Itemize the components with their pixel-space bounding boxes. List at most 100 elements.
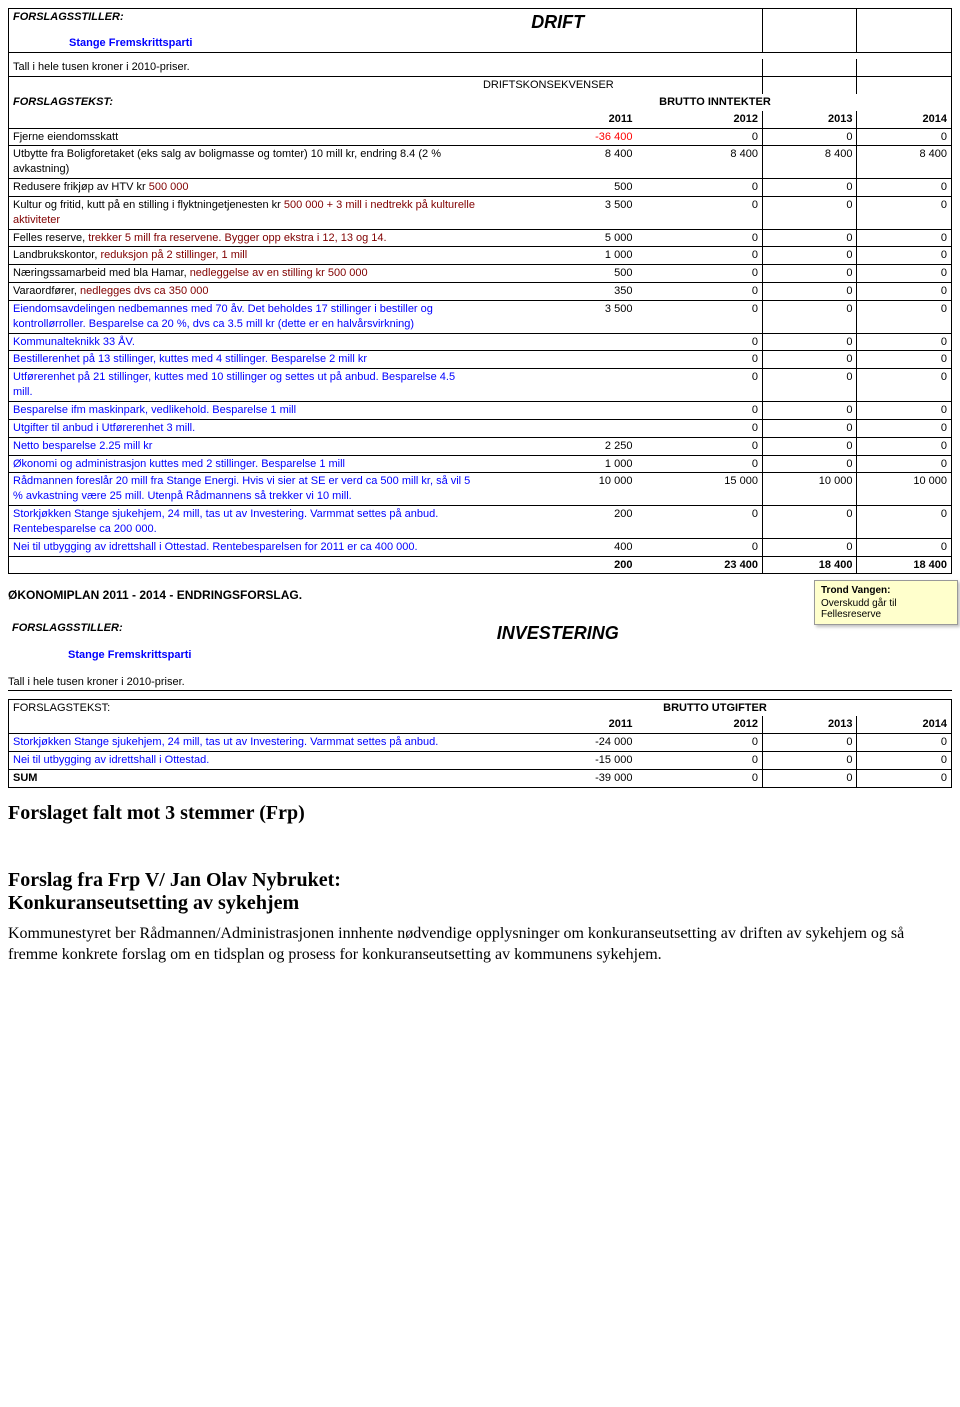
drift-row-value (479, 402, 637, 420)
party-name: Stange Fremskrittsparti (9, 35, 479, 52)
drift-row-value: 8 400 (762, 146, 857, 179)
drift-row-value: 350 (479, 283, 637, 301)
drift-row-value: 0 (636, 300, 762, 333)
drift-row-value: 0 (857, 506, 952, 539)
drift-row-value: 0 (857, 455, 952, 473)
proposal-title-1: Forslag fra Frp V/ Jan Olav Nybruket: (8, 869, 952, 892)
forslagsstiller-label: FORSLAGSSTILLER: (9, 9, 479, 36)
drift-row-value: 0 (636, 369, 762, 402)
year-2013: 2013 (762, 111, 857, 128)
drift-row-value: 1 000 (479, 455, 637, 473)
drift-row-value: 0 (636, 196, 762, 229)
drift-row-value: -36 400 (479, 128, 637, 146)
inv-forslagstekst-label: FORSLAGSTEKST: (9, 699, 479, 716)
year-2014: 2014 (857, 111, 952, 128)
drift-row-label: Rådmannen foreslår 20 mill fra Stange En… (9, 473, 479, 506)
drift-row-value: 3 500 (479, 300, 637, 333)
drift-row-value: 8 400 (636, 146, 762, 179)
investering-header-table: FORSLAGSSTILLER: INVESTERING Stange Frem… (8, 620, 952, 663)
inv-tall-note: Tall i hele tusen kroner i 2010-priser. (8, 676, 952, 691)
inv-row-value: 0 (857, 752, 952, 770)
drift-row-value: 0 (636, 538, 762, 556)
drift-row-value: 8 400 (479, 146, 637, 179)
drift-row-label: Utgifter til anbud i Utførerenhet 3 mill… (9, 419, 479, 437)
inv-row-value: 0 (762, 752, 857, 770)
forslagstekst-label: FORSLAGSTEKST: (9, 94, 479, 111)
drift-row-value: 0 (636, 437, 762, 455)
drift-row-label: Kommunalteknikk 33 ÅV. (9, 333, 479, 351)
drift-row-value: 0 (762, 437, 857, 455)
drift-row-value: 0 (857, 419, 952, 437)
drift-row-label: Fjerne eiendomsskatt (9, 128, 479, 146)
inv-row-value: 0 (636, 752, 762, 770)
year-2011: 2011 (479, 111, 637, 128)
vote-result: Forslaget falt mot 3 stemmer (Frp) (8, 802, 952, 825)
sum-2011: -39 000 (479, 769, 637, 787)
drift-row-value: 500 (479, 179, 637, 197)
okonomiplan-header: ØKONOMIPLAN 2011 - 2014 - ENDRINGSFORSLA… (8, 588, 952, 602)
proposal-body: Kommunestyret ber Rådmannen/Administrasj… (8, 923, 952, 966)
drift-row-label: Næringssamarbeid med bla Hamar, nedlegge… (9, 265, 479, 283)
drift-row-label: Økonomi og administrasjon kuttes med 2 s… (9, 455, 479, 473)
drift-row-value: 0 (762, 247, 857, 265)
drift-row-value: 0 (762, 419, 857, 437)
drift-row-value: 0 (762, 333, 857, 351)
drift-row-value: 0 (857, 283, 952, 301)
drift-row-label: Varaordfører, nedlegges dvs ca 350 000 (9, 283, 479, 301)
drift-row-label: Redusere frikjøp av HTV kr 500 000 (9, 179, 479, 197)
drift-row-label: Utførerenhet på 21 stillinger, kuttes me… (9, 369, 479, 402)
drift-row-value: 8 400 (857, 146, 952, 179)
total-2013: 18 400 (762, 556, 857, 574)
total-2011: 200 (479, 556, 637, 574)
drift-row-value: 0 (636, 265, 762, 283)
drift-row-value: 0 (762, 369, 857, 402)
drift-row-value (479, 419, 637, 437)
drift-row-label: Nei til utbygging av idrettshall i Ottes… (9, 538, 479, 556)
drift-row-label: Netto besparelse 2.25 mill kr (9, 437, 479, 455)
inv-year-2011: 2011 (479, 716, 637, 733)
drift-row-value: 0 (762, 196, 857, 229)
drift-row-value: 0 (857, 333, 952, 351)
drift-row-value: 0 (857, 538, 952, 556)
drift-row-value: 0 (636, 402, 762, 420)
drift-row-value: 0 (636, 247, 762, 265)
inv-year-2014: 2014 (857, 716, 952, 733)
note-title: Trond Vangen: (821, 585, 951, 596)
drift-row-value: 0 (762, 351, 857, 369)
drift-row-value (479, 333, 637, 351)
drift-row-label: Bestillerenhet på 13 stillinger, kuttes … (9, 351, 479, 369)
drift-row-value: 0 (857, 247, 952, 265)
drift-row-value: 400 (479, 538, 637, 556)
drift-row-label: Storkjøkken Stange sjukehjem, 24 mill, t… (9, 506, 479, 539)
drift-row-value: 0 (636, 333, 762, 351)
drift-row-label: Felles reserve, trekker 5 mill fra reser… (9, 229, 479, 247)
investering-title: INVESTERING (479, 620, 637, 646)
drift-row-value: 10 000 (857, 473, 952, 506)
note-body: Overskudd går til Fellesreserve (821, 598, 951, 620)
drift-row-value: 0 (857, 369, 952, 402)
drift-row-label: Eiendomsavdelingen nedbemannes med 70 åv… (9, 300, 479, 333)
comment-note: Trond Vangen: Overskudd går til Fellesre… (814, 580, 958, 625)
drift-row-value (479, 351, 637, 369)
drift-row-value: 0 (762, 506, 857, 539)
drift-row-value: 0 (636, 455, 762, 473)
inv-row-value: 0 (636, 734, 762, 752)
sum-2014: 0 (857, 769, 952, 787)
inv-row-value: -15 000 (479, 752, 637, 770)
proposal-title-2: Konkuranseutsetting av sykehjem (8, 892, 952, 915)
drift-row-value: 0 (762, 538, 857, 556)
drift-row-value: 0 (636, 229, 762, 247)
drift-row-value: 3 500 (479, 196, 637, 229)
drift-table: FORSLAGSSTILLER: DRIFT Stange Fremskritt… (8, 8, 952, 574)
drift-row-value: 0 (762, 402, 857, 420)
drift-row-value: 0 (762, 283, 857, 301)
drift-row-value: 10 000 (479, 473, 637, 506)
drift-row-value: 0 (636, 179, 762, 197)
drift-row-value: 0 (762, 455, 857, 473)
drift-row-value: 0 (857, 229, 952, 247)
sum-2012: 0 (636, 769, 762, 787)
drift-row-value: 0 (636, 506, 762, 539)
brutto-inntekter-label: BRUTTO INNTEKTER (479, 94, 952, 111)
drift-row-value: 0 (636, 128, 762, 146)
inv-row-value: 0 (762, 734, 857, 752)
